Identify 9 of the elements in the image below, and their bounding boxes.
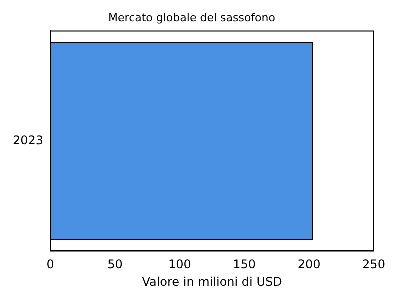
y-tick-label: 2023 (12, 133, 44, 148)
x-axis-title: Valore in milioni di USD (142, 274, 282, 289)
x-tick-label: 100 (168, 258, 192, 272)
x-tick-label: 250 (362, 258, 386, 272)
x-tick-label: 150 (233, 258, 256, 272)
x-tick-label: 200 (298, 258, 321, 272)
x-tick-label: 50 (108, 258, 123, 272)
chart-title: Mercato globale del sassofono (108, 11, 276, 24)
x-tick-label: 0 (46, 258, 54, 272)
